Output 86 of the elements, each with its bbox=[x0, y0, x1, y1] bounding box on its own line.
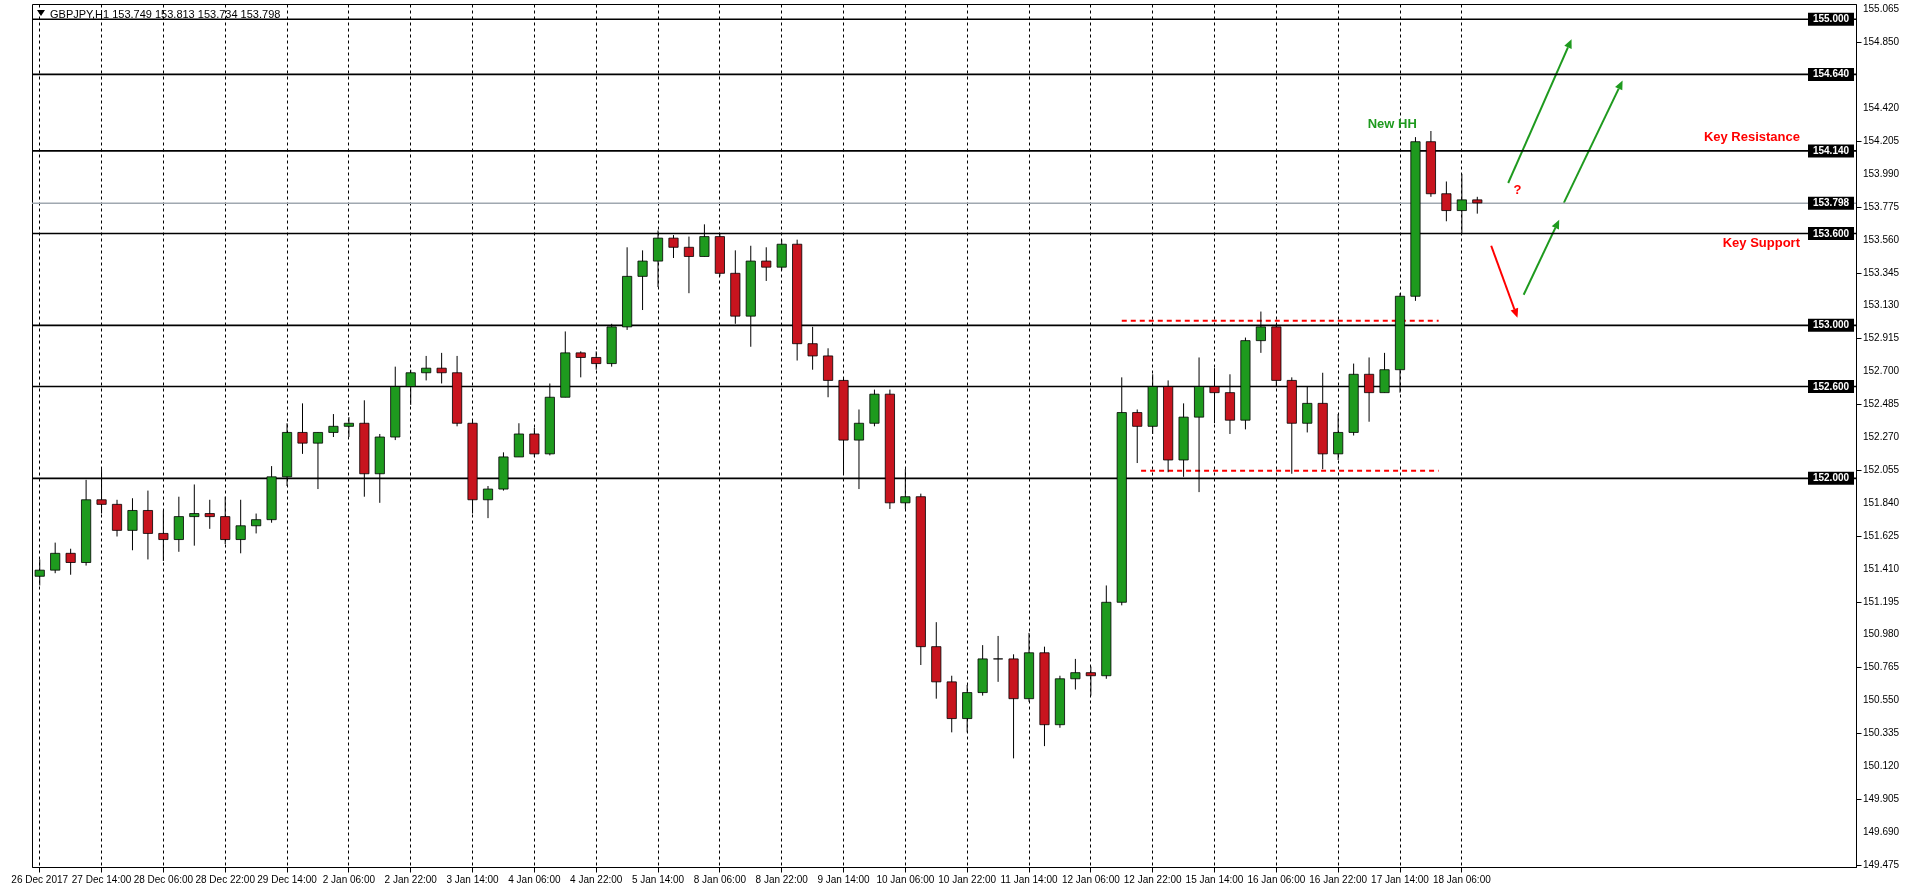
y-tick-label: 152.915 bbox=[1863, 332, 1900, 344]
chart-title: GBPJPY,H1 153.749 153.813 153.734 153.798 bbox=[50, 8, 281, 20]
x-tick-label: 10 Jan 06:00 bbox=[876, 873, 935, 885]
candlestick bbox=[993, 635, 1004, 683]
y-tick-label: 152.700 bbox=[1863, 365, 1900, 377]
candlestick bbox=[251, 513, 262, 534]
y-tick-label: 153.345 bbox=[1863, 266, 1900, 278]
ref-line-label: 153.000 bbox=[1812, 319, 1850, 331]
candlestick bbox=[127, 497, 138, 551]
x-tick-label: 12 Jan 22:00 bbox=[1123, 873, 1183, 885]
candlestick bbox=[297, 402, 308, 455]
candlestick bbox=[1132, 408, 1143, 464]
ref-line-label: 153.600 bbox=[1812, 227, 1850, 239]
candlestick bbox=[142, 490, 153, 560]
y-tick-label: 151.840 bbox=[1863, 496, 1900, 508]
candlestick bbox=[436, 352, 447, 384]
y-tick-label: 153.990 bbox=[1863, 167, 1900, 179]
x-tick-label: 29 Dec 14:00 bbox=[257, 873, 318, 885]
candlestick bbox=[1441, 181, 1452, 222]
y-tick-label: 151.195 bbox=[1863, 595, 1900, 607]
ref-line-label: 154.140 bbox=[1812, 144, 1850, 156]
ref-line-label: 152.000 bbox=[1812, 472, 1850, 484]
annotation: New HH bbox=[1367, 116, 1417, 132]
x-tick-label: 28 Dec 22:00 bbox=[195, 873, 256, 885]
x-tick-label: 8 Jan 06:00 bbox=[693, 873, 747, 885]
y-tick-label: 149.905 bbox=[1863, 792, 1900, 804]
x-tick-label: 17 Jan 14:00 bbox=[1371, 873, 1430, 885]
annotation: Key Support bbox=[1722, 234, 1801, 250]
candlestick bbox=[50, 542, 61, 574]
candlestick bbox=[421, 355, 432, 381]
candlestick bbox=[235, 499, 246, 554]
candlestick bbox=[683, 236, 694, 294]
y-tick-label: 152.055 bbox=[1863, 463, 1900, 475]
y-tick-label: 150.765 bbox=[1863, 661, 1900, 673]
y-tick-label: 152.270 bbox=[1863, 431, 1900, 443]
y-tick-label: 153.775 bbox=[1863, 200, 1900, 212]
y-tick-label: 151.625 bbox=[1863, 529, 1900, 541]
x-tick-label: 3 Jan 14:00 bbox=[446, 873, 500, 885]
y-tick-label: 150.980 bbox=[1863, 628, 1900, 640]
y-tick-label: 152.485 bbox=[1863, 398, 1900, 410]
y-tick-label: 151.410 bbox=[1863, 562, 1900, 574]
y-tick-label: 154.420 bbox=[1863, 102, 1900, 114]
candlestick bbox=[204, 499, 215, 530]
x-tick-label: 11 Jan 14:00 bbox=[1000, 873, 1058, 885]
x-tick-label: 10 Jan 22:00 bbox=[938, 873, 997, 885]
x-tick-label: 4 Jan 22:00 bbox=[570, 873, 623, 885]
y-tick-label: 150.120 bbox=[1863, 760, 1900, 772]
candlestick bbox=[65, 548, 76, 576]
annotation: Key Resistance bbox=[1703, 129, 1800, 145]
x-tick-label: 9 Jan 14:00 bbox=[817, 873, 871, 885]
y-tick-label: 155.065 bbox=[1863, 3, 1900, 15]
ref-line-label: 154.640 bbox=[1812, 68, 1850, 80]
x-tick-label: 18 Jan 06:00 bbox=[1432, 873, 1492, 885]
x-tick-label: 4 Jan 06:00 bbox=[508, 873, 561, 885]
x-tick-label: 2 Jan 06:00 bbox=[322, 873, 376, 885]
y-tick-label: 150.335 bbox=[1863, 727, 1900, 739]
y-tick-label: 154.205 bbox=[1863, 134, 1900, 146]
candlestick bbox=[637, 249, 648, 311]
candlestick bbox=[575, 350, 586, 378]
y-tick-label: 149.690 bbox=[1863, 825, 1900, 837]
candlestick bbox=[1070, 658, 1081, 690]
ref-line-label: 152.600 bbox=[1812, 380, 1850, 392]
y-tick-label: 149.475 bbox=[1863, 858, 1900, 870]
x-tick-label: 27 Dec 14:00 bbox=[71, 873, 132, 885]
x-tick-label: 12 Jan 06:00 bbox=[1061, 873, 1121, 885]
x-tick-label: 28 Dec 06:00 bbox=[133, 873, 194, 885]
x-tick-label: 5 Jan 14:00 bbox=[631, 873, 685, 885]
x-tick-label: 26 Dec 2017 bbox=[11, 873, 69, 885]
ref-line-label: 155.000 bbox=[1812, 13, 1850, 25]
candlestick bbox=[761, 246, 772, 282]
y-tick-label: 153.130 bbox=[1863, 299, 1900, 311]
candlestick bbox=[189, 483, 200, 547]
x-tick-label: 16 Jan 22:00 bbox=[1309, 873, 1368, 885]
candlestick bbox=[513, 422, 524, 458]
x-tick-label: 8 Jan 22:00 bbox=[755, 873, 809, 885]
annotation: ? bbox=[1513, 182, 1522, 198]
y-tick-label: 153.560 bbox=[1863, 233, 1900, 245]
y-tick-label: 150.550 bbox=[1863, 694, 1900, 706]
candlestick bbox=[328, 413, 339, 438]
candlestick bbox=[173, 496, 184, 553]
x-tick-label: 16 Jan 06:00 bbox=[1247, 873, 1306, 885]
y-tick-label: 154.850 bbox=[1863, 36, 1900, 48]
candlestick bbox=[482, 485, 494, 519]
ref-line-label: 153.798 bbox=[1812, 197, 1850, 209]
x-tick-label: 2 Jan 22:00 bbox=[384, 873, 438, 885]
x-tick-label: 15 Jan 14:00 bbox=[1185, 873, 1244, 885]
